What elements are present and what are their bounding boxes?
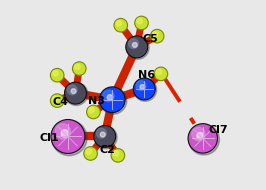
Circle shape — [113, 151, 119, 156]
Circle shape — [137, 18, 142, 24]
Text: C2: C2 — [99, 145, 115, 155]
Circle shape — [75, 64, 80, 69]
Circle shape — [156, 69, 162, 75]
Circle shape — [51, 120, 85, 154]
Circle shape — [103, 90, 114, 102]
Circle shape — [114, 18, 127, 32]
Circle shape — [53, 96, 58, 101]
Circle shape — [140, 85, 145, 89]
Circle shape — [87, 105, 100, 119]
Text: Cl7: Cl7 — [209, 125, 228, 135]
Text: N6: N6 — [138, 70, 155, 80]
Text: N3: N3 — [88, 96, 105, 106]
Circle shape — [136, 81, 146, 91]
Circle shape — [65, 82, 86, 104]
Circle shape — [100, 132, 105, 137]
Circle shape — [51, 120, 87, 156]
Text: Cl1: Cl1 — [39, 133, 59, 143]
Circle shape — [50, 94, 64, 108]
Circle shape — [133, 78, 155, 100]
Circle shape — [99, 87, 125, 112]
Circle shape — [116, 21, 122, 26]
Circle shape — [188, 124, 218, 153]
Circle shape — [150, 29, 164, 43]
Circle shape — [55, 124, 70, 139]
Circle shape — [61, 130, 69, 137]
Circle shape — [154, 67, 168, 81]
Circle shape — [111, 149, 125, 162]
Circle shape — [97, 128, 106, 138]
Circle shape — [126, 36, 149, 59]
Circle shape — [192, 127, 205, 141]
Circle shape — [71, 89, 76, 93]
Circle shape — [89, 107, 94, 113]
Circle shape — [94, 126, 116, 147]
Circle shape — [84, 147, 97, 160]
Circle shape — [100, 87, 127, 114]
Text: C5: C5 — [143, 34, 158, 44]
Circle shape — [189, 124, 219, 155]
Circle shape — [132, 43, 137, 47]
Circle shape — [53, 70, 58, 76]
Circle shape — [65, 82, 88, 105]
Circle shape — [86, 149, 92, 154]
Circle shape — [107, 95, 113, 100]
Circle shape — [197, 132, 203, 139]
Circle shape — [72, 62, 86, 75]
Circle shape — [94, 126, 117, 149]
Circle shape — [134, 78, 157, 101]
Circle shape — [152, 32, 158, 37]
Circle shape — [135, 16, 148, 30]
Circle shape — [128, 39, 138, 49]
Circle shape — [50, 68, 64, 82]
Text: C4: C4 — [53, 97, 69, 107]
Circle shape — [126, 36, 148, 58]
Circle shape — [67, 85, 77, 95]
